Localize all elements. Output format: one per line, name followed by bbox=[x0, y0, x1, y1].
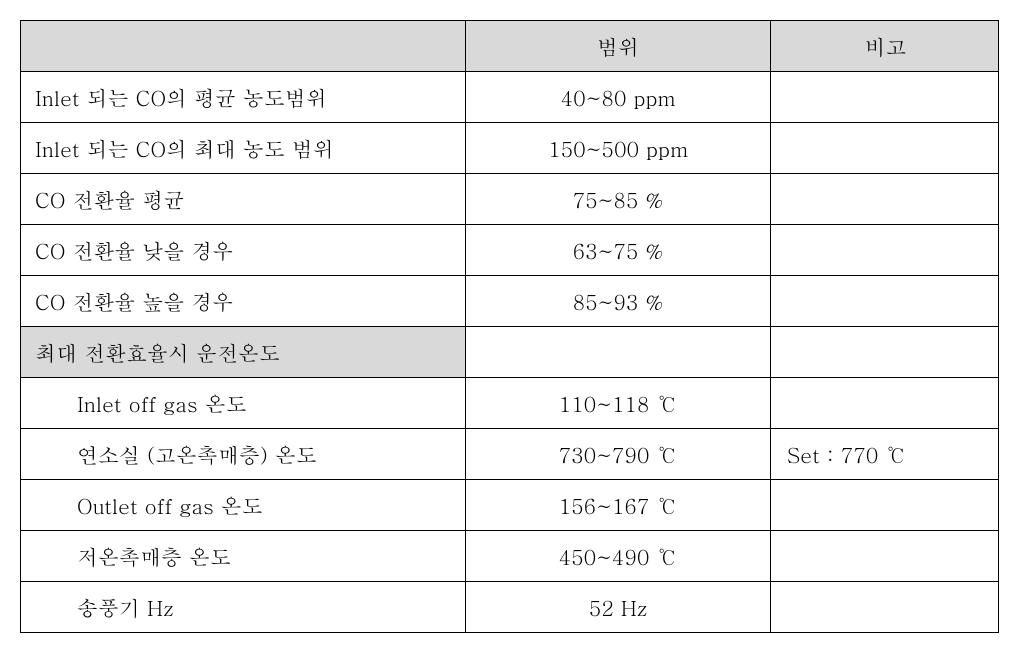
row-note bbox=[771, 174, 999, 225]
table-row: Inlet 되는 CO의 최대 농도 범위150~500 ppm bbox=[21, 123, 999, 174]
row-note bbox=[771, 582, 999, 633]
row-note bbox=[771, 531, 999, 582]
row-label: Inlet 되는 CO의 최대 농도 범위 bbox=[21, 123, 466, 174]
row-note bbox=[771, 327, 999, 378]
row-value: 85~93 % bbox=[466, 276, 771, 327]
table-row: 연소실 (고온촉매층) 온도730~790 ℃Set : 770 ℃ bbox=[21, 429, 999, 480]
row-note bbox=[771, 276, 999, 327]
row-value: 150~500 ppm bbox=[466, 123, 771, 174]
row-label: 연소실 (고온촉매층) 온도 bbox=[21, 429, 466, 480]
row-note bbox=[771, 123, 999, 174]
row-value: 730~790 ℃ bbox=[466, 429, 771, 480]
row-value: 156~167 ℃ bbox=[466, 480, 771, 531]
row-label: CO 전환율 낮을 경우 bbox=[21, 225, 466, 276]
row-note bbox=[771, 480, 999, 531]
data-table: 범위 비고 Inlet 되는 CO의 평균 농도범위40~80 ppmInlet… bbox=[20, 20, 999, 633]
row-note bbox=[771, 378, 999, 429]
row-label: Inlet off gas 온도 bbox=[21, 378, 466, 429]
row-value: 52 Hz bbox=[466, 582, 771, 633]
row-label: CO 전환율 평균 bbox=[21, 174, 466, 225]
table-header-row: 범위 비고 bbox=[21, 21, 999, 72]
row-note: Set : 770 ℃ bbox=[771, 429, 999, 480]
header-col-note: 비고 bbox=[771, 21, 999, 72]
row-value: 63~75 % bbox=[466, 225, 771, 276]
table-row: 송풍기 Hz52 Hz bbox=[21, 582, 999, 633]
table-row: CO 전환율 평균75~85 % bbox=[21, 174, 999, 225]
row-value: 110~118 ℃ bbox=[466, 378, 771, 429]
row-label: Inlet 되는 CO의 평균 농도범위 bbox=[21, 72, 466, 123]
row-label: 최대 전환효율시 운전온도 bbox=[21, 327, 466, 378]
row-label: 저온촉매층 온도 bbox=[21, 531, 466, 582]
row-value: 450~490 ℃ bbox=[466, 531, 771, 582]
row-label: 송풍기 Hz bbox=[21, 582, 466, 633]
table-row: CO 전환율 높을 경우85~93 % bbox=[21, 276, 999, 327]
row-note bbox=[771, 72, 999, 123]
row-label: CO 전환율 높을 경우 bbox=[21, 276, 466, 327]
table-row: 저온촉매층 온도450~490 ℃ bbox=[21, 531, 999, 582]
table-row: Outlet off gas 온도156~167 ℃ bbox=[21, 480, 999, 531]
row-note bbox=[771, 225, 999, 276]
header-col-range: 범위 bbox=[466, 21, 771, 72]
table-row: Inlet off gas 온도110~118 ℃ bbox=[21, 378, 999, 429]
row-value: 40~80 ppm bbox=[466, 72, 771, 123]
table-row: Inlet 되는 CO의 평균 농도범위40~80 ppm bbox=[21, 72, 999, 123]
table-body: Inlet 되는 CO의 평균 농도범위40~80 ppmInlet 되는 CO… bbox=[21, 72, 999, 633]
row-value: 75~85 % bbox=[466, 174, 771, 225]
table-row: CO 전환율 낮을 경우63~75 % bbox=[21, 225, 999, 276]
row-value bbox=[466, 327, 771, 378]
row-label: Outlet off gas 온도 bbox=[21, 480, 466, 531]
table-row: 최대 전환효율시 운전온도 bbox=[21, 327, 999, 378]
header-col-empty bbox=[21, 21, 466, 72]
